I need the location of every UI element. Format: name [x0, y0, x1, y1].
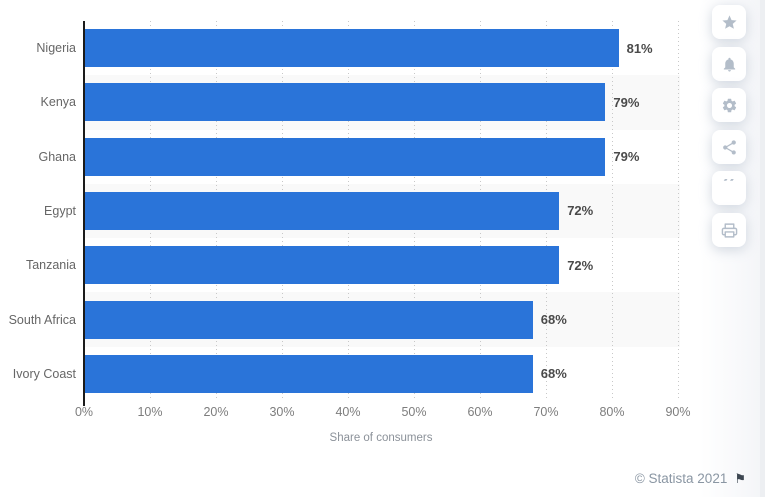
star-icon: [721, 14, 738, 31]
gridline: [612, 21, 613, 401]
bell-icon: [721, 56, 738, 73]
value-label: 79%: [613, 149, 640, 165]
category-label: Ghana: [38, 149, 76, 164]
tick-label: 30%: [269, 405, 295, 419]
category-label: Kenya: [40, 95, 76, 110]
category-axis: Nigeria Kenya Ghana Egypt Tanzania South Afri…: [0, 21, 76, 401]
tick-label: 10%: [137, 405, 163, 419]
bar: [84, 354, 533, 393]
flag-icon: ⚑: [734, 471, 746, 486]
bar-row: 81%: [84, 21, 680, 75]
quote-icon: ”: [721, 179, 737, 197]
y-axis-line: [83, 21, 85, 406]
bar-row: 72%: [84, 238, 680, 292]
value-label: 79%: [613, 94, 640, 110]
footer: © Statista 2021 ⚑: [635, 471, 746, 486]
tick-label: 40%: [335, 405, 361, 419]
category-label: Tanzania: [25, 258, 76, 273]
bar-row: 68%: [84, 292, 680, 346]
bar: [84, 29, 619, 68]
tick-label: 20%: [203, 405, 229, 419]
value-label: 72%: [567, 257, 594, 273]
print-icon: [721, 222, 738, 239]
bar-row: 72%: [84, 184, 680, 238]
bar: [84, 83, 606, 122]
category-label: Nigeria: [36, 41, 76, 56]
tick-label: 0%: [74, 405, 94, 419]
value-label: 68%: [540, 312, 567, 328]
cite-button[interactable]: ”: [712, 171, 746, 205]
action-sidebar: ”: [700, 0, 765, 497]
print-button[interactable]: [712, 213, 746, 247]
bar-row: 79%: [84, 75, 680, 129]
tick-label: 80%: [599, 405, 625, 419]
gridline: [678, 21, 679, 401]
bar: [84, 246, 560, 285]
tick-label: 50%: [401, 405, 427, 419]
gear-icon: [721, 97, 738, 114]
share-icon: [721, 139, 738, 156]
tick-label: 70%: [533, 405, 559, 419]
favorite-button[interactable]: [712, 5, 746, 39]
notifications-button[interactable]: [712, 47, 746, 81]
share-button[interactable]: [712, 130, 746, 164]
bar: [84, 300, 533, 339]
bar: [84, 137, 606, 176]
value-label: 72%: [567, 203, 594, 219]
bar-row: 68%: [84, 347, 680, 401]
footer-copyright: © Statista 2021: [634, 471, 728, 486]
bar-rows: 81% 79% 79% 72% 72% 68% 68%: [84, 21, 680, 401]
x-axis-title: Share of consumers: [329, 432, 433, 444]
value-label: 68%: [540, 366, 567, 382]
category-label: South Africa: [8, 312, 76, 327]
plot-area: 81% 79% 79% 72% 72% 68% 68%: [84, 21, 680, 401]
category-label: Ivory Coast: [12, 366, 76, 381]
category-label: Egypt: [44, 203, 76, 218]
tick-label: 60%: [467, 405, 493, 419]
tick-label: 90%: [665, 405, 691, 419]
value-label: 81%: [626, 40, 653, 56]
settings-button[interactable]: [712, 88, 746, 122]
x-axis-ticks: 0% 10% 20% 30% 40% 50% 60% 70% 80% 90%: [75, 405, 691, 421]
bar: [84, 191, 560, 230]
bar-row: 79%: [84, 130, 680, 184]
